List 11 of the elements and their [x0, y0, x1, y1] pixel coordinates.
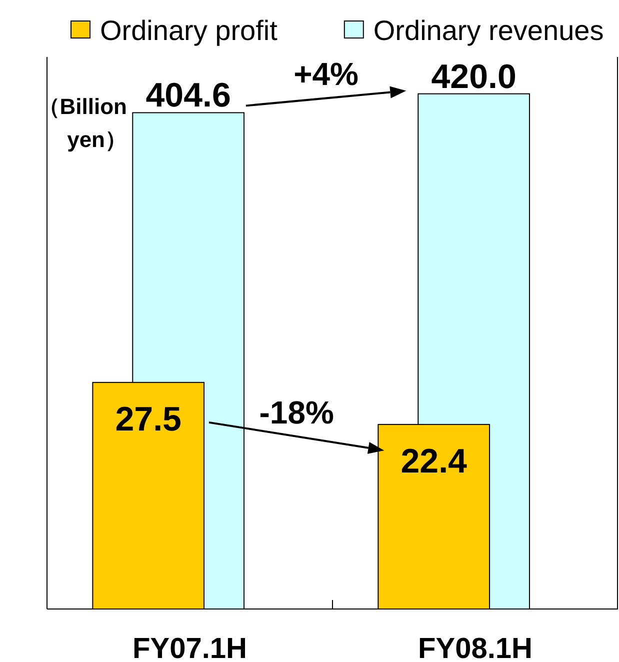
data-label: 404.6: [146, 76, 231, 115]
annotation: +4%: [294, 56, 359, 92]
legend-label: Ordinary revenues: [373, 15, 604, 46]
data-label: 27.5: [115, 400, 182, 438]
data-label: 420.0: [431, 58, 516, 96]
annotation: -18%: [259, 394, 334, 430]
x-tick-label: FY08.1H: [418, 633, 532, 662]
data-label: 22.4: [400, 442, 468, 480]
legend-label: Ordinary profit: [100, 15, 278, 46]
annotation: （Billion yen）: [38, 94, 127, 152]
x-tick-label: FY07.1H: [132, 633, 247, 662]
